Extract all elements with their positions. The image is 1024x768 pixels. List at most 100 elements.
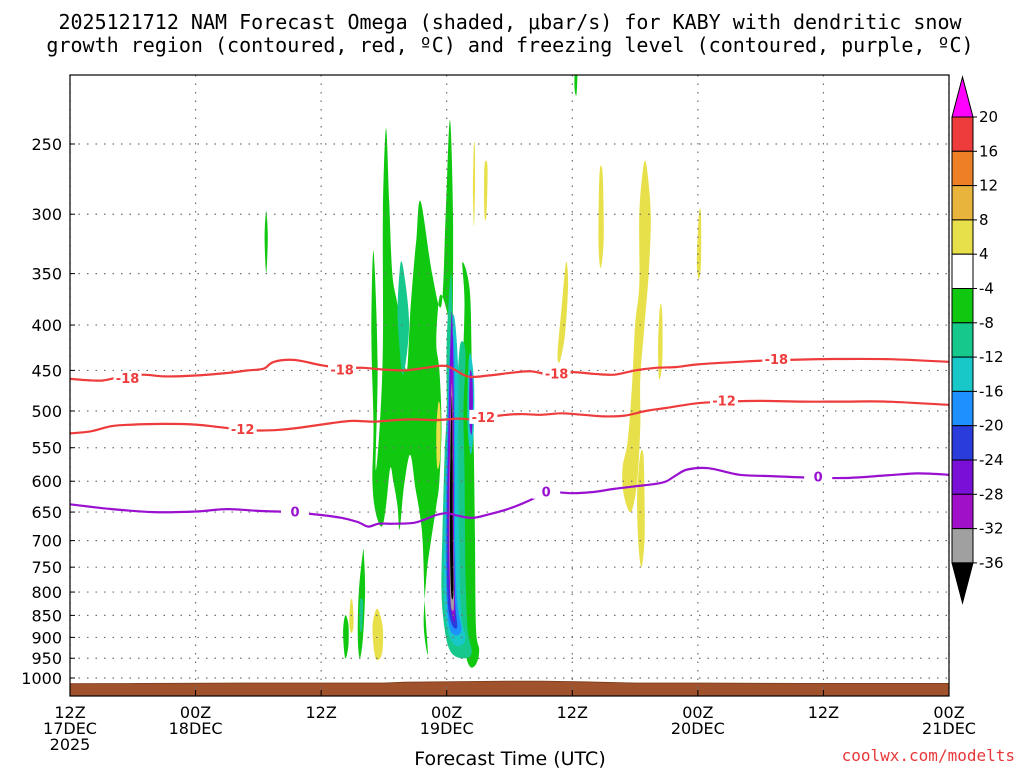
surface-terrain-fill (70, 680, 949, 696)
y-tick-label-850: 850 (31, 606, 62, 625)
y-tick-label-300: 300 (31, 205, 62, 224)
colorbar-bin-10 (951, 425, 974, 461)
contour-label-bg (532, 484, 561, 499)
colorbar-label: -28 (979, 485, 1004, 503)
x-tick-label-0-2: 2025 (50, 735, 91, 754)
colorbar-label: 20 (979, 108, 998, 126)
colorbar-label: -12 (979, 348, 1004, 366)
contour-dgz-minus-18 (70, 357, 949, 382)
x-tick-label-12-1: 18DEC (169, 719, 223, 738)
omega-region-22 (598, 165, 604, 269)
x-tick-label-84-1: 21DEC (922, 719, 976, 738)
contour-label-bg (710, 393, 739, 408)
y-tick-label-550: 550 (31, 439, 62, 458)
colorbar-label: 4 (979, 245, 989, 263)
omega-region-12 (264, 211, 268, 274)
colorbar-label: -32 (979, 520, 1004, 538)
omega-region-13 (343, 615, 349, 659)
colorbar-label: 12 (979, 177, 998, 195)
contour-label-dgz-minus-18: -18 (545, 368, 569, 383)
colorbar: 20 16 12 8 4 -4 -8 -12 -16 -20 -24 -28 -32 -36 (951, 75, 1004, 605)
omega-region-20 (484, 160, 488, 221)
contour-label-freezing-level-0: 0 (814, 470, 823, 485)
omega-region-21 (557, 261, 569, 364)
contour-label-bg (113, 370, 142, 385)
contour-label-dgz-minus-12: -12 (472, 411, 496, 426)
colorbar-bottom-arrow (951, 562, 974, 605)
colorbar-bin-7 (951, 322, 974, 358)
contour-label-dgz-minus-18: -18 (765, 353, 789, 368)
omega-region-19 (472, 141, 476, 227)
y-tick-label-750: 750 (31, 558, 62, 577)
x-tick-label-36-1: 19DEC (420, 719, 474, 738)
contour-label-dgz-minus-12: -12 (712, 395, 736, 410)
colorbar-bin-5 (951, 253, 974, 289)
omega-region-27 (574, 75, 578, 96)
x-tick-label-24-0: 12Z (305, 703, 336, 722)
y-tick-label-350: 350 (31, 265, 62, 284)
colorbar-label: -20 (979, 417, 1004, 435)
colorbar-label: -16 (979, 382, 1004, 400)
x-tick-label-60-1: 20DEC (671, 719, 725, 738)
contour-dgz-minus-12 (70, 399, 949, 435)
grid (69, 75, 950, 696)
y-tick-label-600: 600 (31, 472, 62, 491)
y-tick-label-650: 650 (31, 503, 62, 522)
omega-shading (264, 75, 702, 668)
colorbar-bin-4 (951, 219, 974, 255)
y-tick-label-400: 400 (31, 316, 62, 335)
contour-label-dgz-minus-18: -18 (330, 363, 354, 378)
contour-label-bg (328, 362, 357, 377)
plot-area: -18 -18 -18 -18 -12 -12 -12 0 0 0 (69, 74, 950, 697)
contour-label-bg (280, 504, 309, 519)
x-tick-label-0-1: 17DEC (43, 719, 97, 738)
omega-region-2 (397, 261, 410, 375)
x-tick-label-84-0: 00Z (933, 703, 964, 722)
y-tick-label-250: 250 (31, 135, 62, 154)
colorbar-bin-9 (951, 390, 974, 427)
y-tick-label-700: 700 (31, 532, 62, 551)
colorbar-label: 8 (979, 211, 989, 229)
y-tick-label-500: 500 (31, 402, 62, 421)
omega-region-16 (372, 608, 384, 661)
contour-label-dgz-minus-18: -18 (116, 372, 140, 387)
colorbar-bin-6 (951, 288, 974, 324)
credit-text: coolwx.com/modelts (842, 746, 1015, 765)
omega-region-15 (359, 598, 364, 633)
colorbar-bin-2 (951, 150, 974, 187)
omega-region-0 (371, 120, 480, 668)
contour-label-freezing-level-0: 0 (542, 486, 551, 501)
chart-title-line-2: growth region (contoured, red, ºC) and f… (46, 33, 973, 57)
chart-title-line-1: 2025121712 NAM Forecast Omega (shaded, μ… (58, 10, 962, 34)
y-tick-label-900: 900 (31, 628, 62, 647)
colorbar-label: -4 (979, 280, 994, 298)
colorbar-bin-3 (951, 185, 974, 221)
x-tick-label-12-0: 00Z (180, 703, 211, 722)
contour-label-bg (469, 409, 498, 424)
contour-label-bg (228, 421, 257, 436)
y-tick-label-1000: 1000 (21, 669, 62, 688)
contour-label-bg (542, 366, 571, 381)
omega-region-23 (622, 160, 651, 513)
y-tick-label-800: 800 (31, 583, 62, 602)
omega-region-26 (696, 208, 702, 280)
colorbar-bin-8 (951, 356, 974, 392)
omega-region-18 (436, 401, 441, 470)
colorbar-label: -8 (979, 314, 994, 332)
colorbar-bin-12 (951, 493, 974, 530)
x-tick-label-72-0: 12Z (808, 703, 839, 722)
colorbar-bin-11 (951, 459, 974, 495)
colorbar-label: 16 (979, 142, 998, 160)
x-tick-label-48-0: 12Z (557, 703, 588, 722)
omega-region-25 (658, 303, 663, 380)
omega-region-24 (637, 449, 645, 568)
colorbar-bin-13 (951, 528, 974, 564)
y-axis: 250 300 350 400 450 500 550 600 650 700 750 800 850 9… (21, 135, 75, 688)
x-tick-label-60-0: 00Z (682, 703, 713, 722)
contour-label-dgz-minus-12: -12 (231, 423, 255, 438)
x-axis-label: Forecast Time (UTC) (414, 748, 605, 768)
y-tick-label-450: 450 (31, 361, 62, 380)
colorbar-label: -36 (979, 554, 1004, 572)
y-tick-label-950: 950 (31, 649, 62, 668)
